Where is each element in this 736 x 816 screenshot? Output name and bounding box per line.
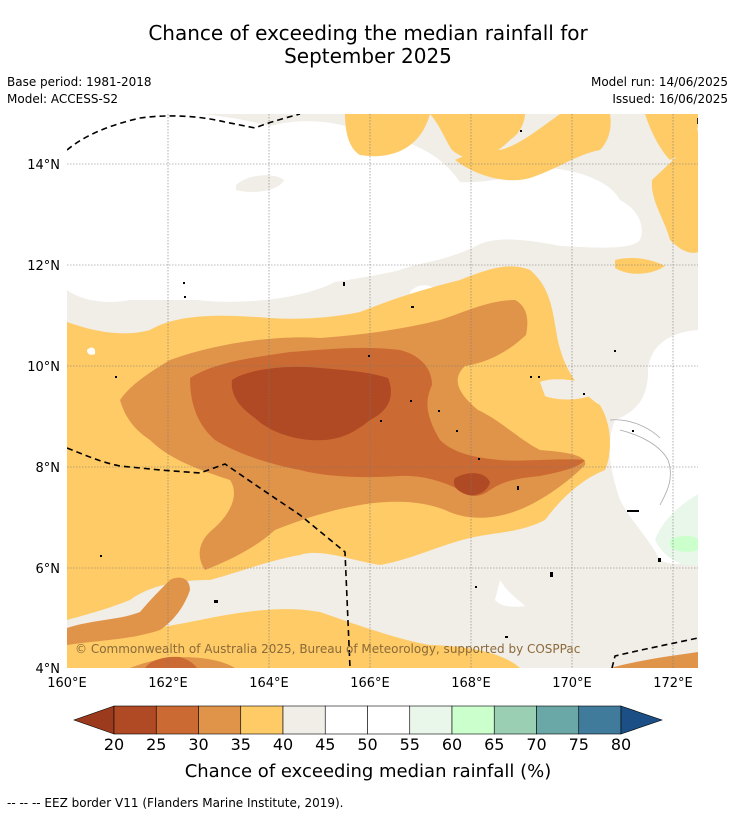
- colorbar-tick-label: 50: [357, 735, 378, 754]
- colorbar-tick-label: 70: [526, 735, 547, 754]
- lon-axis: 160°E 162°E 164°E 166°E 168°E 170°E 172°E: [47, 676, 693, 691]
- lon-label: 172°E: [653, 676, 693, 691]
- lat-label: 14°N: [27, 158, 60, 173]
- field-yellow-east-2: [615, 258, 665, 274]
- lat-label: 6°N: [36, 562, 61, 577]
- colorbar-tick-label: 60: [441, 735, 463, 754]
- meta-right: Model run: 14/06/2025 Issued: 16/06/2025: [591, 74, 728, 108]
- map-title: Chance of exceeding the median rainfall …: [0, 22, 736, 68]
- colorbar-tick-label: 55: [399, 735, 420, 754]
- field-orange-south: [67, 577, 190, 645]
- lon-label: 168°E: [451, 676, 491, 691]
- field-green: [670, 535, 698, 552]
- base-period: Base period: 1981-2018: [7, 75, 152, 89]
- field-grey-blob: [236, 175, 284, 192]
- colorbar-swatch: [113, 705, 157, 735]
- colorbar-swatch: [536, 705, 580, 735]
- field-yellow-east: [651, 130, 698, 253]
- field-yellow-north-2: [345, 114, 430, 157]
- colorbar-extend-high: [620, 705, 663, 735]
- lon-label: 164°E: [249, 676, 289, 691]
- contour-line: [619, 429, 671, 506]
- lat-label: 10°N: [27, 360, 60, 375]
- eez-footnote: -- -- -- EEZ border V11 (Flanders Marine…: [7, 796, 344, 810]
- lat-label: 4°N: [36, 662, 61, 677]
- colorbar-tick-label: 35: [230, 735, 251, 754]
- field-white-south: [495, 580, 525, 607]
- colorbar-tick-label: 75: [568, 735, 589, 754]
- colorbar-tick-label: 65: [484, 735, 505, 754]
- colorbar-swatch: [240, 705, 284, 735]
- field-white-northwest: [67, 222, 196, 302]
- title-line-1: Chance of exceeding the median rainfall …: [148, 21, 588, 45]
- lon-label: 160°E: [47, 676, 87, 691]
- title-line-2: September 2025: [284, 44, 452, 68]
- colorbar-label: Chance of exceeding median rainfall (%): [184, 761, 552, 782]
- lon-label: 166°E: [350, 676, 390, 691]
- lat-label: 8°N: [36, 461, 61, 476]
- colorbar-swatch: [198, 705, 242, 735]
- field-darkorange-south: [145, 656, 197, 668]
- copyright-text: © Commonwealth of Australia 2025, Bureau…: [75, 642, 580, 656]
- colorbar-swatch: [578, 705, 622, 735]
- colorbar-tick-label: 80: [610, 735, 632, 754]
- field-white-east: [609, 330, 698, 564]
- field-orange-southeast: [610, 652, 698, 668]
- rainfall-field: © Commonwealth of Australia 2025, Bureau…: [67, 114, 698, 668]
- colorbar-swatch: [324, 705, 368, 735]
- field-yellow-north: [345, 114, 698, 160]
- islands: [100, 130, 661, 638]
- colorbar-tick-label: 45: [315, 735, 336, 754]
- field-white-north: [67, 114, 642, 302]
- colorbar-swatch: [282, 705, 326, 735]
- colorbar-tick-label: 30: [188, 735, 209, 754]
- colorbar-swatch: [409, 705, 453, 735]
- field-yellow-south: [67, 609, 520, 668]
- colorbar-tick-label: 25: [146, 735, 167, 754]
- colorbar-swatch: [451, 705, 495, 735]
- issued-date: Issued: 16/06/2025: [612, 92, 728, 106]
- graticule: [67, 114, 698, 668]
- contour-line-2: [609, 419, 661, 439]
- colorbar-swatch: [155, 705, 199, 735]
- model-run: Model run: 14/06/2025: [590, 75, 728, 89]
- lat-label: 12°N: [27, 259, 60, 274]
- colorbar-tick-label: 40: [272, 735, 294, 754]
- colorbar-swatch: [493, 705, 537, 735]
- meta-left: Base period: 1981-2018 Model: ACCESS-S2: [7, 74, 152, 108]
- colorbar-extend-low: [73, 705, 115, 735]
- field-white-dot: [87, 347, 96, 355]
- lon-label: 162°E: [148, 676, 188, 691]
- field-brown: [231, 366, 391, 441]
- colorbar: [73, 705, 663, 735]
- colorbar-swatch: [367, 705, 411, 735]
- field-brown-small: [453, 473, 490, 496]
- colorbar-tick-label: 20: [103, 735, 125, 754]
- lat-axis: 14°N 12°N 10°N 8°N 6°N 4°N: [27, 158, 60, 677]
- model-name: Model: ACCESS-S2: [7, 92, 119, 106]
- lon-label: 170°E: [552, 676, 592, 691]
- eez-border: [67, 114, 698, 668]
